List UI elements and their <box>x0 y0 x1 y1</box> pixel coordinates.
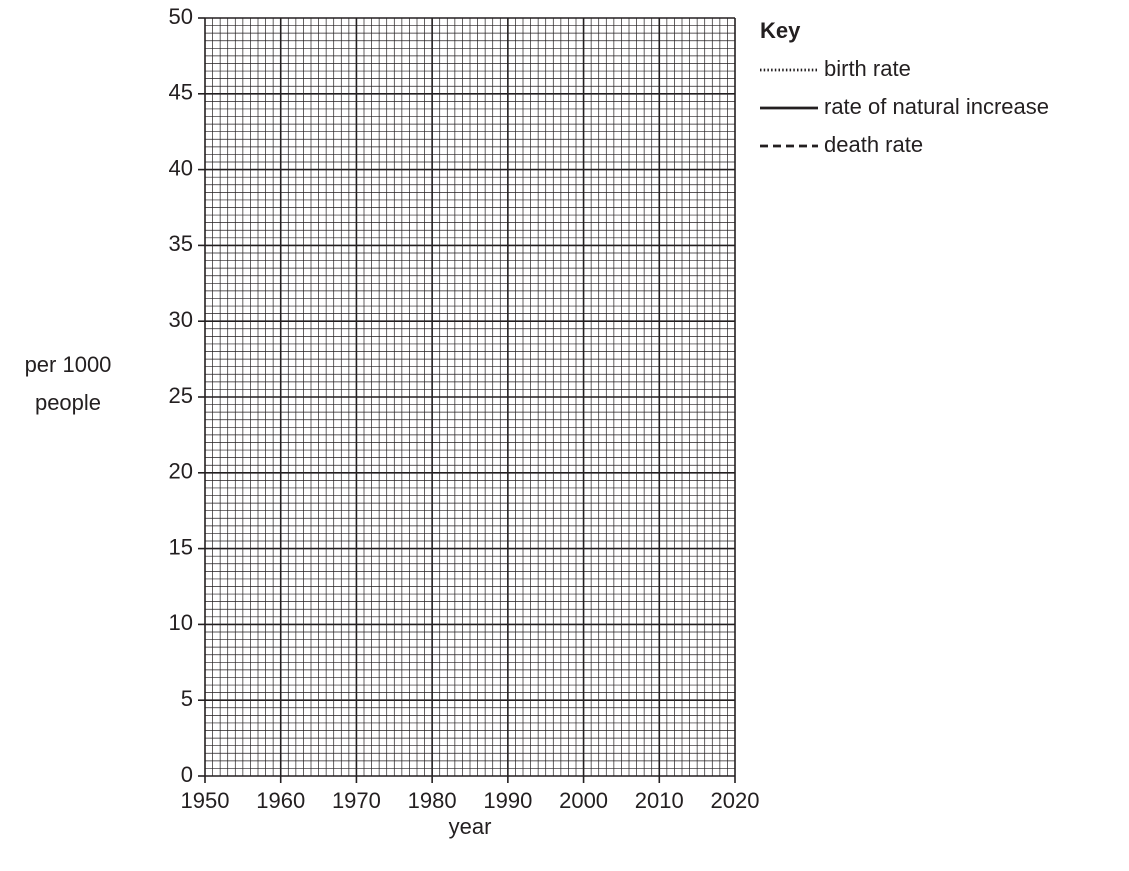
x-tick-label: 1950 <box>181 788 230 813</box>
x-tick-label: 1970 <box>332 788 381 813</box>
legend-title: Key <box>760 18 801 43</box>
y-tick-label: 45 <box>169 80 193 105</box>
y-tick-label: 40 <box>169 155 193 180</box>
y-tick-label: 15 <box>169 534 193 559</box>
x-tick-label: 2010 <box>635 788 684 813</box>
legend-label: birth rate <box>824 56 911 81</box>
y-axis-label: people <box>35 390 101 415</box>
y-tick-label: 20 <box>169 459 193 484</box>
x-axis-label: year <box>449 814 492 839</box>
y-tick-label: 30 <box>169 307 193 332</box>
x-tick-label: 2000 <box>559 788 608 813</box>
legend-label: rate of natural increase <box>824 94 1049 119</box>
legend-label: death rate <box>824 132 923 157</box>
y-tick-label: 5 <box>181 686 193 711</box>
y-tick-label: 50 <box>169 4 193 29</box>
x-tick-label: 2020 <box>711 788 760 813</box>
x-tick-label: 1960 <box>256 788 305 813</box>
x-tick-label: 1980 <box>408 788 457 813</box>
y-tick-label: 35 <box>169 231 193 256</box>
y-tick-label: 25 <box>169 383 193 408</box>
y-tick-label: 10 <box>169 610 193 635</box>
y-tick-label: 0 <box>181 762 193 787</box>
x-tick-label: 1990 <box>483 788 532 813</box>
y-axis-label: per 1000 <box>25 352 112 377</box>
